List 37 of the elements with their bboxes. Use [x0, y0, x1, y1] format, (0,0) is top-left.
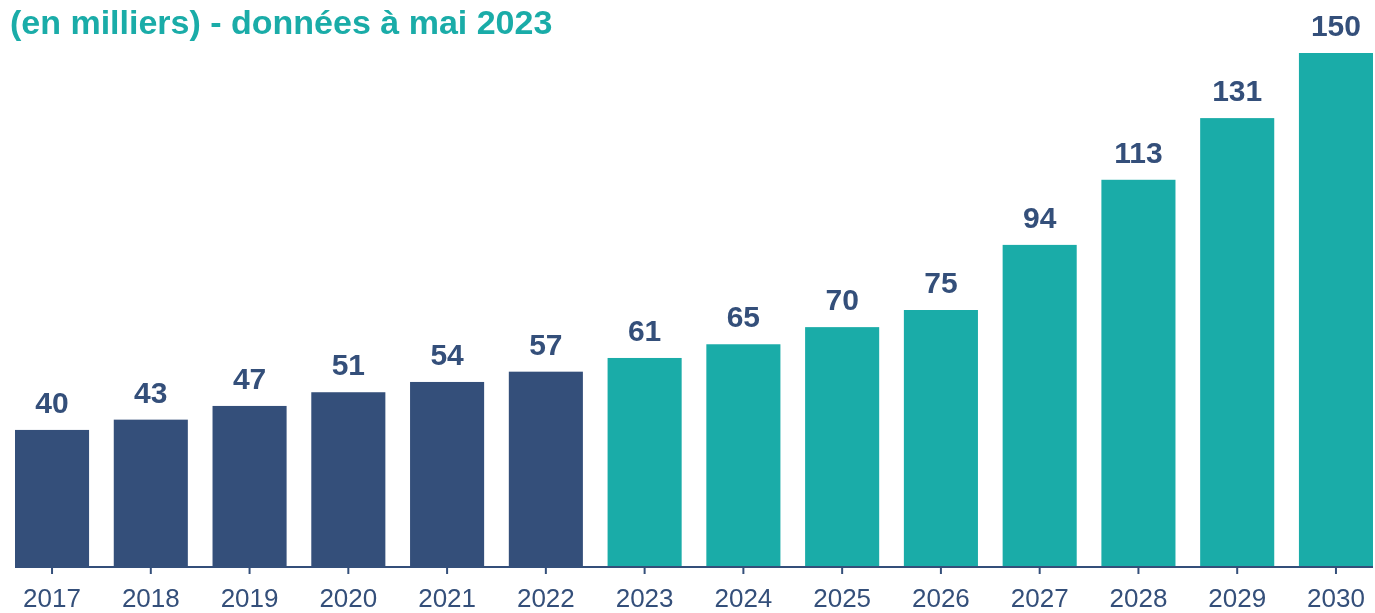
bar: [1298, 53, 1373, 567]
data-label: 43: [134, 375, 168, 409]
x-tick-label: 2027: [1010, 583, 1069, 613]
bar: [1101, 179, 1176, 567]
data-label: 150: [1310, 9, 1361, 42]
data-label: 57: [529, 327, 563, 361]
x-tick-label: 2022: [516, 583, 575, 613]
bar: [607, 357, 682, 567]
data-label: 70: [825, 283, 859, 317]
data-label: 61: [627, 313, 662, 347]
data-label: 131: [1212, 74, 1263, 108]
x-tick-label: 2029: [1208, 583, 1267, 613]
x-tick-label: 2030: [1307, 583, 1365, 613]
bar: [805, 327, 880, 567]
bar: [1002, 244, 1077, 567]
x-tick-label: 2028: [1109, 583, 1168, 613]
bar: [1200, 118, 1275, 567]
x-tick-label: 2018: [121, 583, 180, 613]
x-tick-label: 2025: [813, 583, 872, 613]
data-label: 75: [924, 266, 958, 299]
x-tick-label: 2023: [615, 583, 674, 613]
data-label: 40: [35, 385, 69, 419]
bar: [903, 310, 978, 567]
x-tick-label: 2021: [418, 583, 477, 613]
x-tick-label: 2026: [911, 583, 970, 613]
data-label: 51: [331, 348, 366, 382]
data-label: 113: [1114, 135, 1163, 169]
x-tick-label: 2024: [714, 583, 773, 613]
bar: [706, 344, 781, 567]
data-label: 65: [726, 300, 761, 334]
data-label: 54: [430, 337, 465, 371]
x-tick-label: 2017: [23, 583, 81, 613]
data-label: 94: [1022, 200, 1057, 234]
data-label: 47: [232, 361, 267, 395]
chart-title: (en milliers) - données à mai 2023: [10, 3, 553, 41]
x-tick-label: 2019: [220, 583, 279, 613]
x-tick-label: 2020: [319, 583, 378, 613]
